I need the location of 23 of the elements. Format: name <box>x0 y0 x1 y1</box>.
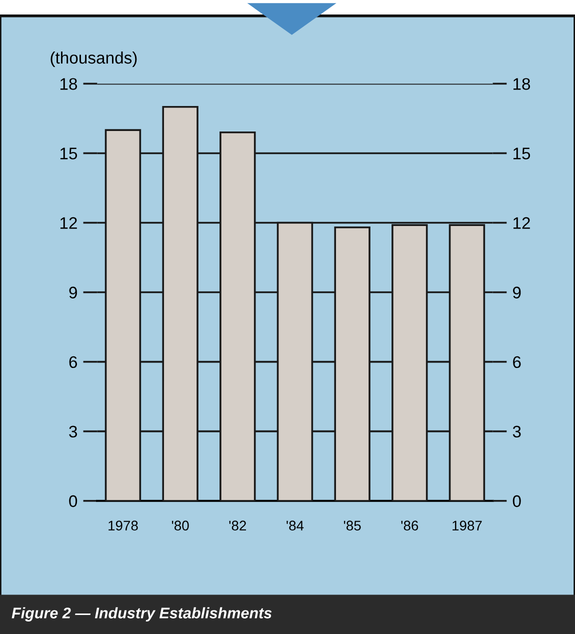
y2-tick-label: 18 <box>513 78 530 90</box>
y2-tick-label: 3 <box>512 426 521 438</box>
x-tick-label: 1978 <box>108 520 138 531</box>
y-axis-title: (thousands) <box>50 51 137 67</box>
y-tick-label: 6 <box>69 356 77 368</box>
x-tick-label: '85 <box>344 520 361 531</box>
y-tick-label: 9 <box>69 286 77 298</box>
x-tick-label: '80 <box>172 520 189 531</box>
y-tick-label: 3 <box>69 426 77 438</box>
y2-tick-label: 6 <box>513 356 521 368</box>
y2-tick-label: 12 <box>513 217 530 229</box>
y-tick-label: 12 <box>60 217 77 229</box>
y-tick-label: 18 <box>60 78 78 90</box>
y-tick-label: 15 <box>60 148 78 160</box>
y-tick-label: 0 <box>69 495 78 508</box>
y2-tick-label: 15 <box>513 148 530 160</box>
x-tick-label: '82 <box>229 520 246 531</box>
caption: Figure 2 — Industry Establishments <box>12 607 272 622</box>
x-tick-label: 1987 <box>452 520 482 531</box>
x-tick-label: '84 <box>286 520 304 531</box>
y2-tick-label: 0 <box>512 495 521 508</box>
y2-tick-label: 9 <box>513 286 521 298</box>
x-tick-label: '86 <box>401 520 418 531</box>
